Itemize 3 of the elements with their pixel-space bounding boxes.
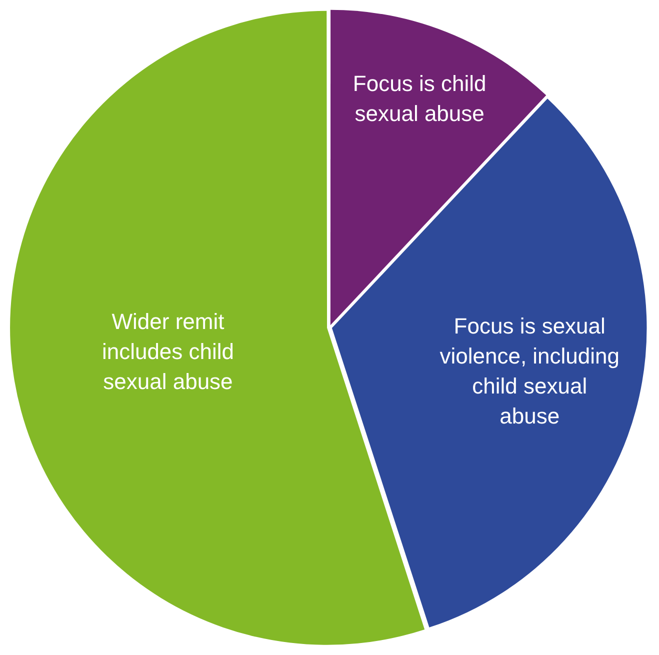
slice-label: Focus is child sexual abuse <box>352 71 486 126</box>
slice-label: Focus is sexual violence, including child sexual abuse <box>440 313 620 428</box>
slice-label: Wider remit includes child sexual abuse <box>102 309 234 394</box>
